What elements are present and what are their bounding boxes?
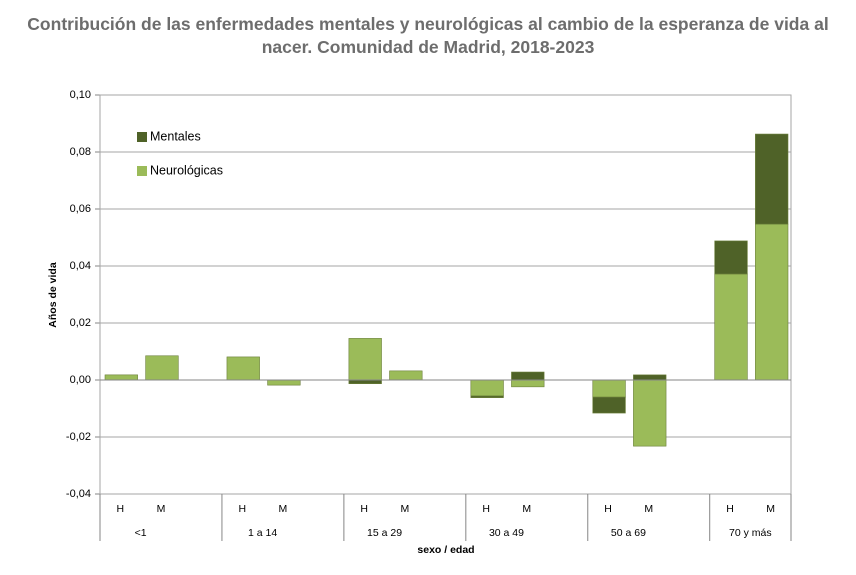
x-tick-label: M — [279, 503, 288, 515]
group-label: 50 a 69 — [611, 527, 646, 539]
bar — [592, 379, 626, 398]
x-tick-label: H — [604, 503, 612, 515]
bar — [755, 133, 789, 225]
y-tick-label: -0,02 — [66, 431, 91, 443]
y-axis-title: Años de vida — [47, 262, 59, 328]
bar — [470, 379, 504, 397]
bar — [226, 356, 260, 381]
y-tick-label: 0,08 — [70, 146, 91, 158]
bar — [714, 273, 748, 381]
x-tick-label: M — [157, 503, 166, 515]
bar — [145, 355, 179, 381]
group-label: 30 a 49 — [489, 527, 524, 539]
x-tick-label: H — [482, 503, 490, 515]
bar — [511, 379, 545, 388]
legend-swatch — [137, 132, 147, 142]
x-tick-label: M — [400, 503, 409, 515]
bar — [348, 338, 382, 381]
legend-swatch — [137, 166, 147, 176]
y-tick-label: 0,06 — [70, 203, 91, 215]
bar — [389, 370, 423, 381]
y-tick-label: 0,02 — [70, 317, 91, 329]
x-tick-label: H — [726, 503, 734, 515]
plot-border — [99, 94, 792, 495]
bar — [104, 374, 138, 381]
x-tick-label: M — [522, 503, 531, 515]
bar — [511, 371, 545, 381]
x-tick-label: H — [238, 503, 246, 515]
bar — [592, 396, 626, 414]
bar — [633, 374, 667, 381]
x-tick-label: H — [117, 503, 125, 515]
group-label: <1 — [135, 527, 147, 539]
chart-title: Contribución de las enfermedades mentale… — [27, 14, 829, 57]
bar — [267, 379, 301, 386]
y-tick-label: 0,04 — [70, 260, 91, 272]
y-tick-label: 0,00 — [70, 374, 91, 386]
x-tick-label: H — [360, 503, 368, 515]
group-label: 70 y más — [729, 527, 772, 539]
legend-label: Mentales — [150, 129, 201, 143]
x-tick-label: M — [766, 503, 775, 515]
bar — [470, 395, 504, 398]
x-tick-label: M — [644, 503, 653, 515]
y-tick-label: -0,04 — [66, 488, 91, 500]
x-axis-title: sexo / edad — [417, 544, 474, 556]
bar — [714, 240, 748, 275]
y-tick-label: 0,10 — [70, 89, 91, 101]
group-label: 15 a 29 — [367, 527, 402, 539]
bar — [348, 379, 382, 385]
bar — [755, 223, 789, 381]
bar — [633, 379, 667, 447]
group-label: 1 a 14 — [248, 527, 277, 539]
legend-label: Neurológicas — [150, 163, 223, 177]
